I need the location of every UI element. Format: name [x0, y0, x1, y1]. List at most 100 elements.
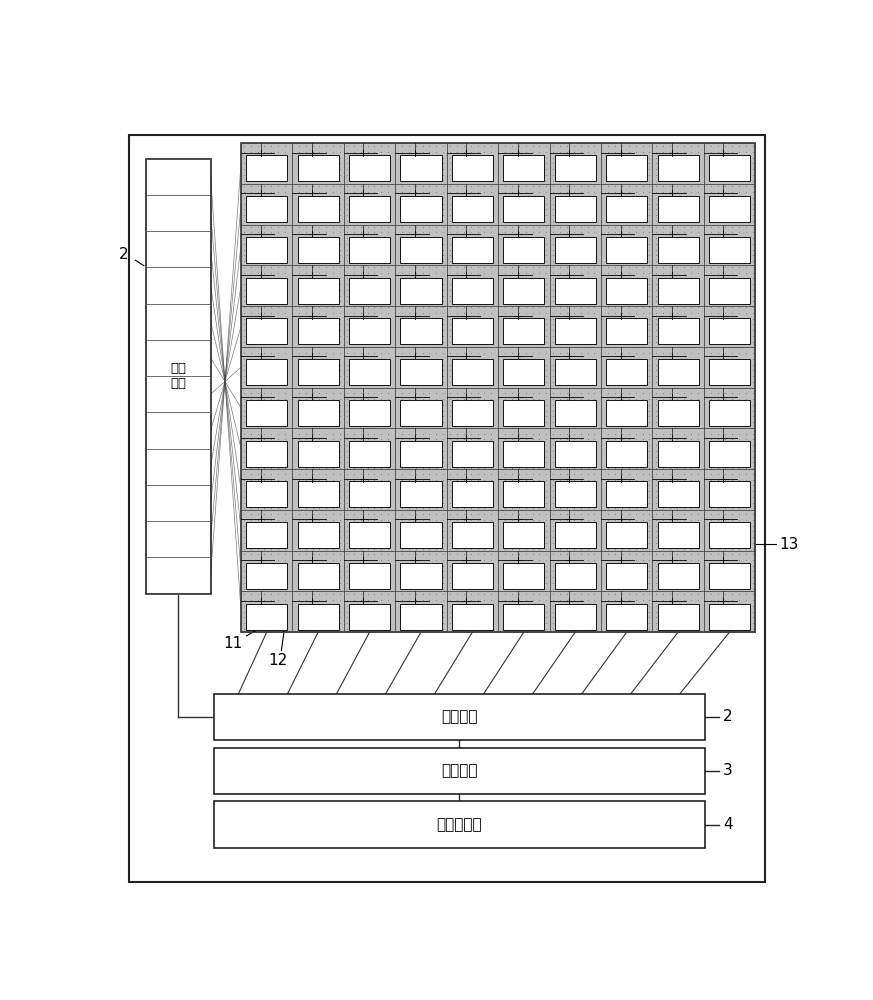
- Point: [430, 368, 443, 384]
- Point: [402, 155, 416, 171]
- Point: [409, 615, 423, 631]
- Point: [581, 316, 595, 332]
- Point: [265, 443, 278, 459]
- Point: [299, 201, 313, 217]
- Point: [636, 224, 650, 240]
- Point: [375, 334, 388, 350]
- Point: [368, 173, 382, 189]
- Point: [526, 328, 540, 344]
- Point: [347, 282, 361, 298]
- Point: [416, 334, 430, 350]
- Point: [533, 247, 546, 263]
- Point: [622, 339, 636, 355]
- Point: [354, 259, 368, 275]
- Point: [546, 552, 560, 568]
- Point: [333, 219, 347, 235]
- Point: [395, 334, 409, 350]
- Point: [409, 403, 423, 419]
- Point: [244, 592, 258, 608]
- Point: [650, 230, 663, 246]
- Point: [595, 265, 608, 281]
- Point: [430, 299, 443, 315]
- Point: [595, 380, 608, 396]
- Point: [306, 265, 320, 281]
- Point: [732, 311, 746, 327]
- Point: [402, 598, 416, 614]
- Point: [292, 150, 306, 166]
- Point: [519, 138, 533, 154]
- Point: [505, 380, 519, 396]
- Point: [560, 552, 574, 568]
- Point: [354, 167, 368, 183]
- Point: [333, 259, 347, 275]
- Point: [478, 328, 491, 344]
- Point: [299, 575, 313, 591]
- Point: [725, 569, 739, 585]
- Bar: [709, 481, 750, 507]
- Point: [636, 270, 650, 286]
- Point: [416, 581, 430, 597]
- Point: [540, 426, 553, 442]
- Point: [402, 247, 416, 263]
- Point: [595, 518, 608, 534]
- Point: [732, 259, 746, 275]
- Point: [684, 512, 698, 528]
- Point: [705, 196, 718, 212]
- Point: [684, 299, 698, 315]
- Point: [299, 615, 313, 631]
- Point: [409, 523, 423, 539]
- Point: [567, 339, 581, 355]
- Point: [622, 207, 636, 223]
- Point: [485, 535, 498, 551]
- Point: [622, 385, 636, 401]
- Point: [278, 213, 292, 229]
- Point: [402, 311, 416, 327]
- Point: [512, 293, 526, 309]
- Point: [498, 150, 512, 166]
- Point: [278, 615, 292, 631]
- Point: [746, 311, 760, 327]
- Point: [491, 230, 505, 246]
- Point: [725, 558, 739, 574]
- Point: [320, 173, 333, 189]
- Point: [272, 236, 285, 252]
- Point: [546, 374, 560, 390]
- Point: [402, 322, 416, 338]
- Point: [416, 535, 430, 551]
- Point: [546, 293, 560, 309]
- Point: [725, 282, 739, 298]
- Point: [698, 230, 711, 246]
- Point: [677, 374, 691, 390]
- Point: [368, 535, 382, 551]
- Point: [698, 328, 711, 344]
- Point: [553, 615, 567, 631]
- Point: [368, 207, 382, 223]
- Point: [746, 609, 760, 625]
- Point: [519, 575, 533, 591]
- Point: [691, 230, 705, 246]
- Point: [560, 161, 574, 177]
- Point: [237, 184, 251, 200]
- Point: [553, 293, 567, 309]
- Point: [498, 207, 512, 223]
- Point: [505, 431, 519, 447]
- Point: [512, 247, 526, 263]
- Point: [650, 598, 663, 614]
- Point: [601, 144, 615, 160]
- Point: [327, 144, 340, 160]
- Point: [519, 535, 533, 551]
- Point: [540, 305, 553, 321]
- Point: [512, 512, 526, 528]
- Point: [581, 339, 595, 355]
- Point: [567, 219, 581, 235]
- Point: [320, 558, 333, 574]
- Point: [375, 592, 388, 608]
- Point: [540, 454, 553, 470]
- Point: [643, 586, 656, 602]
- Point: [711, 443, 725, 459]
- Bar: [349, 441, 390, 467]
- Point: [395, 316, 409, 332]
- Point: [718, 598, 732, 614]
- Point: [409, 529, 423, 545]
- Point: [636, 282, 650, 298]
